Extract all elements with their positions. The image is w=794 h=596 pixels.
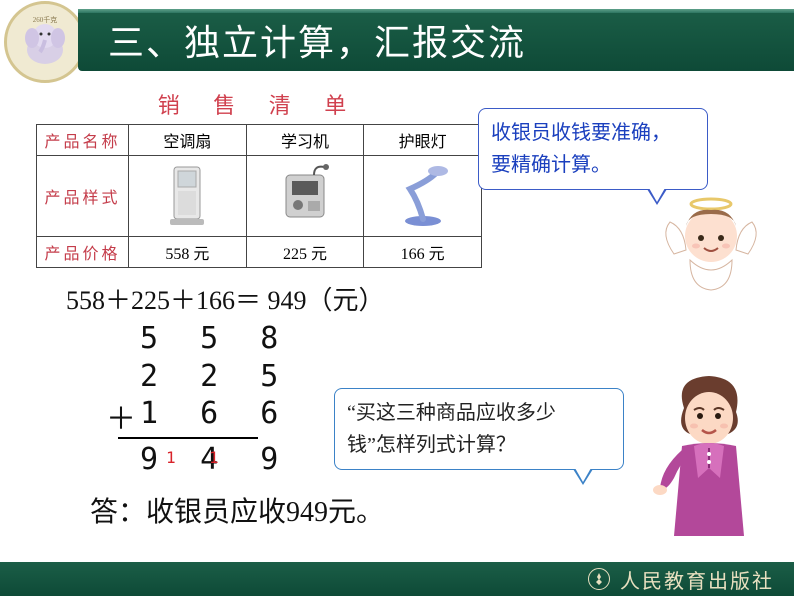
elephant-icon: 260千克 [15,12,75,72]
bubble-text: “买这三种商品应收多少 [347,402,556,424]
fan-icon [152,161,222,231]
speech-bubble-cashier: 收银员收钱要准确， 要精确计算。 [478,108,708,190]
title-bar: 三、独立计算，汇报交流 [78,9,794,71]
page-title: 三、独立计算，汇报交流 [108,14,526,66]
learning-machine-icon [270,161,340,231]
product-name: 学习机 [246,125,364,156]
table-row: 产品名称 空调扇 学习机 护眼灯 [37,125,482,156]
sales-list: 销 售 清 单 产品名称 空调扇 学习机 护眼灯 产品样式 [36,88,482,268]
carry-digit: 1 [166,448,188,467]
calc-row: 2 2 5 [140,358,290,396]
bubble-text: 要精确计算。 [491,154,611,176]
equation: 558＋225＋166＝ 949（元） [66,280,385,317]
speech-bubble-question: “买这三种商品应收多少 钱”怎样列式计算？ [334,388,624,470]
bubble-text: 钱”怎样列式计算？ [347,434,516,456]
product-price: 225 元 [246,237,364,268]
angel-character [656,184,766,294]
product-price: 166 元 [364,237,482,268]
publisher-name: 人民教育出版社 [620,565,774,594]
table-row: 产品样式 [37,156,482,237]
product-image-cell [364,156,482,237]
carry-digit: 1 [209,448,231,467]
equation-expr: 558＋225＋166＝ [66,286,261,315]
header: 260千克 三、独立计算，汇报交流 [0,0,794,80]
product-image-cell [246,156,364,237]
teacher-character [644,368,774,538]
row-header-name: 产品名称 [37,125,129,156]
sales-title: 销 售 清 单 [36,88,482,120]
answer-text: 答：收银员应收949元。 [90,490,384,530]
logo: 260千克 [4,1,86,83]
sales-table: 产品名称 空调扇 学习机 护眼灯 产品样式 [36,124,482,268]
product-name: 护眼灯 [364,125,482,156]
svg-text:260千克: 260千克 [33,15,58,24]
lamp-icon [388,161,458,231]
footer: 人民教育出版社 [0,562,794,596]
publisher-logo-icon [588,568,610,590]
plus-sign: ＋ [106,394,148,438]
table-row: 产品价格 558 元 225 元 166 元 [37,237,482,268]
product-price: 558 元 [129,237,247,268]
calc-row: 5 5 8 [140,320,290,358]
vertical-calculation: 5 5 8 2 2 5 1 6 6 ＋ 9 4 9 1 1 [140,320,290,478]
row-header-style: 产品样式 [37,156,129,237]
calc-row: 1 6 6 [140,395,290,433]
equation-result: 949（元） [268,286,385,315]
product-image-cell [129,156,247,237]
bubble-text: 收银员收钱要准确， [491,122,671,144]
bubble-tail-icon [573,469,593,485]
row-header-price: 产品价格 [37,237,129,268]
product-name: 空调扇 [129,125,247,156]
